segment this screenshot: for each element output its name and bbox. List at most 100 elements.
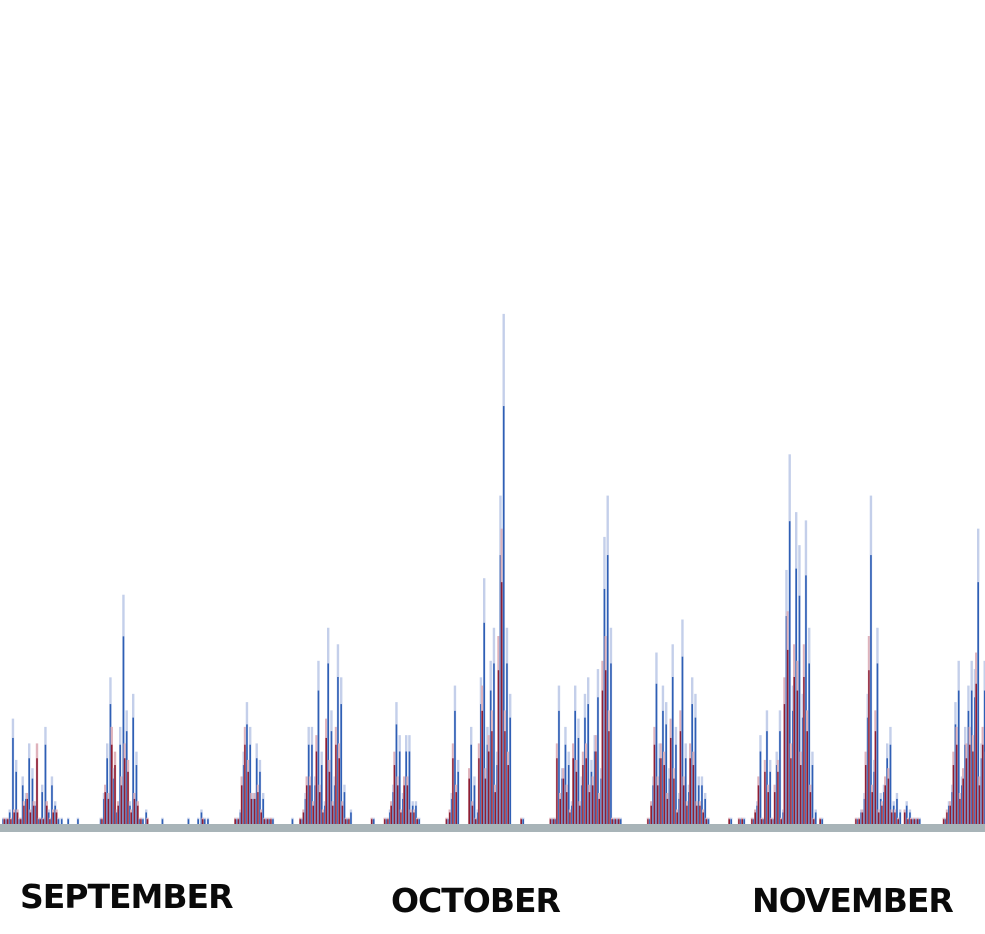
bar-series-a-16-core bbox=[54, 805, 56, 826]
bar-series-a-271-core bbox=[883, 792, 885, 826]
bar-series-a-182-core bbox=[593, 751, 596, 826]
bar-series-a-123 bbox=[401, 792, 405, 826]
bar-series-b-274 bbox=[893, 809, 897, 826]
bar-series-b-208 bbox=[679, 710, 682, 826]
bar-series-b-187-core bbox=[611, 819, 614, 826]
bar-series-b-291-core bbox=[949, 805, 952, 826]
bar-series-b-152-core bbox=[497, 670, 500, 826]
bar-series-a-14-core bbox=[47, 812, 50, 826]
bar-series-b-36 bbox=[120, 776, 123, 826]
bar-series-a-5-core bbox=[18, 819, 21, 826]
bar-series-a-149 bbox=[486, 726, 489, 826]
bar-series-a-272-core bbox=[886, 758, 888, 826]
bar-series-b-79 bbox=[260, 809, 263, 826]
bar-series-b-201-core bbox=[656, 785, 659, 826]
bar-series-a-242 bbox=[788, 454, 791, 826]
bar-series-a-95-core bbox=[311, 744, 313, 826]
bar-series-b-201 bbox=[656, 776, 659, 826]
bar-series-b-198 bbox=[646, 817, 650, 826]
bar-series-b-74-core bbox=[244, 744, 246, 826]
bar-series-b-155 bbox=[507, 751, 510, 826]
bar-series-a-203-core bbox=[662, 710, 664, 826]
bar-series-a-276 bbox=[899, 809, 902, 826]
bar-series-a-97 bbox=[317, 660, 320, 826]
bar-series-a-1-core bbox=[5, 819, 8, 826]
bar-series-b-113-core bbox=[370, 819, 373, 826]
bar-series-b-169 bbox=[552, 817, 555, 826]
bar-series-b-99 bbox=[325, 718, 328, 826]
bar-series-b-16-core bbox=[55, 812, 58, 826]
bar-series-b-280-core bbox=[913, 819, 916, 826]
bar-series-a-266 bbox=[866, 693, 869, 826]
bar-series-a-210 bbox=[684, 743, 687, 826]
bar-series-b-180-core bbox=[588, 792, 591, 826]
bar-series-a-227-core bbox=[740, 819, 742, 826]
bar-series-a-147-core bbox=[480, 704, 482, 826]
bar-series-a-200 bbox=[652, 776, 655, 826]
bar-series-a-217-core bbox=[707, 819, 710, 826]
bar-series-a-139-core bbox=[454, 710, 456, 826]
bar-series-a-35-core bbox=[116, 812, 118, 826]
bar-series-a-185-core bbox=[603, 588, 606, 826]
bar-series-b-144 bbox=[471, 801, 474, 826]
bar-series-b-245 bbox=[799, 751, 802, 826]
bar-series-b-235 bbox=[767, 784, 770, 826]
bar-series-b-182 bbox=[594, 735, 598, 826]
bar-series-b-170-core bbox=[556, 758, 558, 826]
bar-series-b-33-core bbox=[110, 744, 113, 826]
bar-series-a-118 bbox=[385, 817, 388, 826]
bar-series-a-15-core bbox=[51, 785, 53, 826]
bar-series-a-250-core bbox=[814, 812, 817, 826]
bar-series-b-9-core bbox=[32, 805, 35, 826]
bar-series-b-188 bbox=[614, 817, 617, 826]
bar-series-a-241 bbox=[785, 569, 788, 826]
bar-series-b-238-core bbox=[777, 771, 779, 826]
bar-series-a-234-core bbox=[762, 819, 765, 826]
bar-series-a-249 bbox=[811, 751, 814, 826]
bar-series-a-204 bbox=[665, 702, 668, 826]
bar-series-b-175-core bbox=[572, 758, 575, 826]
bar-series-b-169-core bbox=[552, 819, 555, 826]
bar-series-a-204-core bbox=[665, 724, 667, 826]
bar-series-a-252 bbox=[821, 817, 824, 826]
bar-series-a-37-core bbox=[122, 636, 125, 826]
bar-series-b-91-core bbox=[299, 819, 302, 826]
bar-series-a-4 bbox=[15, 759, 18, 826]
bar-series-a-263-core bbox=[857, 819, 859, 826]
bar-series-a-178 bbox=[580, 776, 583, 826]
bar-series-a-144-core bbox=[470, 744, 472, 826]
bar-series-a-280-core bbox=[912, 819, 914, 826]
bar-series-b-179 bbox=[585, 743, 588, 826]
bar-series-a-104 bbox=[340, 677, 343, 826]
bar-series-a-211 bbox=[687, 784, 691, 826]
bar-series-b-188-core bbox=[614, 819, 617, 826]
bar-series-a-120-core bbox=[392, 792, 394, 826]
bar-series-a-190 bbox=[619, 817, 622, 826]
bar-series-b-249-core bbox=[812, 819, 815, 826]
bar-series-a-96 bbox=[314, 776, 317, 826]
bar-series-a-265-core bbox=[863, 798, 866, 826]
bar-series-b-16 bbox=[55, 809, 58, 826]
bar-series-b-12 bbox=[42, 817, 45, 826]
bar-series-a-206-core bbox=[671, 676, 674, 826]
bar-series-b-10 bbox=[35, 743, 39, 826]
bar-series-a-301 bbox=[980, 743, 983, 826]
bar-series-a-178-core bbox=[580, 785, 583, 826]
bar-series-a-0 bbox=[2, 817, 5, 826]
bar-series-b-15 bbox=[52, 809, 55, 826]
bar-series-b-37 bbox=[123, 743, 126, 826]
bar-series-b-149-core bbox=[487, 751, 490, 826]
bar-series-a-239 bbox=[778, 710, 782, 826]
bar-series-b-275 bbox=[897, 817, 900, 826]
bar-series-a-107-core bbox=[350, 812, 352, 826]
bar-series-a-79-core bbox=[259, 771, 261, 826]
bar-series-a-7 bbox=[24, 792, 28, 826]
bar-series-b-0 bbox=[3, 817, 6, 826]
bar-series-b-301 bbox=[981, 726, 984, 826]
bar-series-b-216-core bbox=[705, 819, 708, 826]
bar-series-b-76 bbox=[250, 792, 253, 826]
bar-series-a-269-core bbox=[876, 663, 879, 826]
bar-series-a-49 bbox=[161, 817, 164, 826]
bar-series-b-168 bbox=[549, 817, 552, 826]
bar-series-a-12 bbox=[41, 784, 44, 826]
